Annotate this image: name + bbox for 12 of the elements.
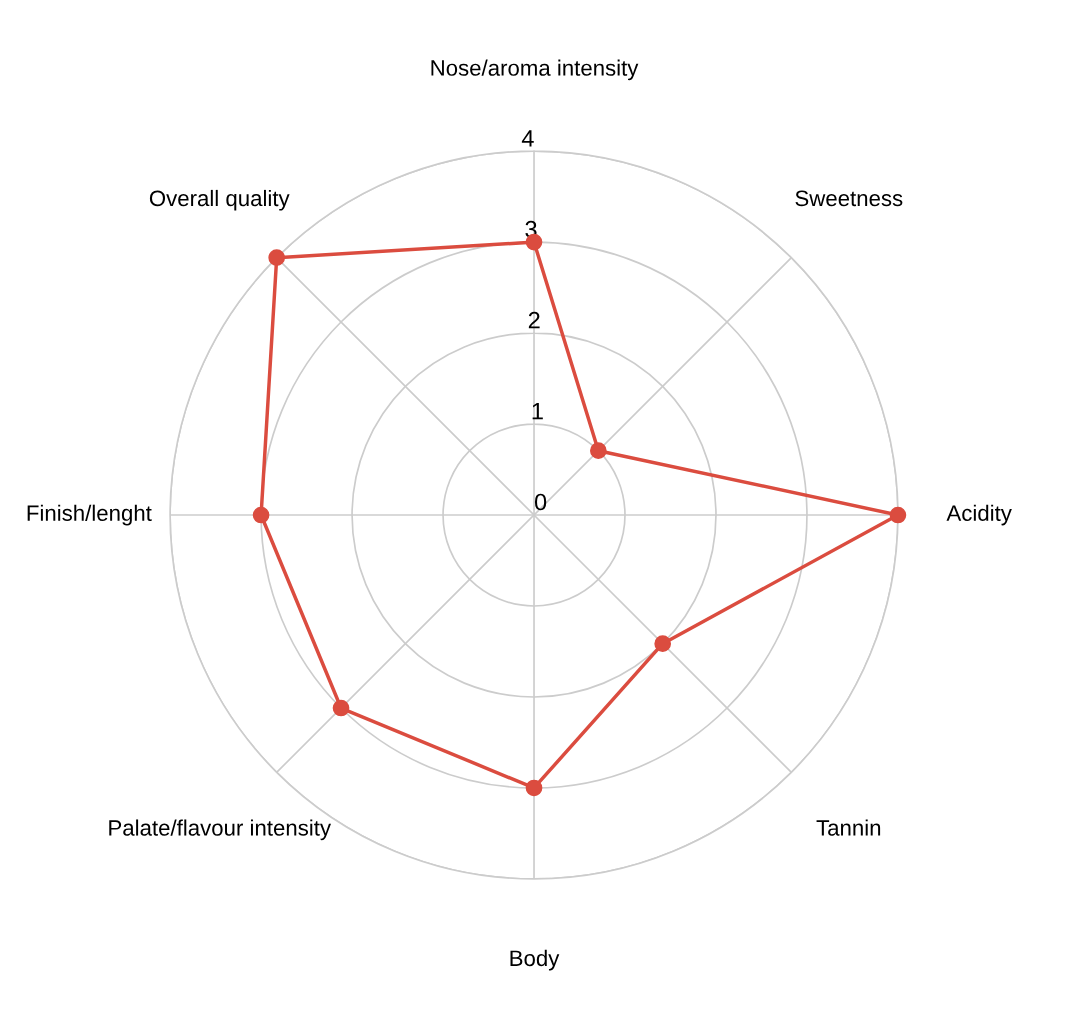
spoke-label: Palate/flavour intensity: [109, 819, 331, 841]
y-tick-label: 0: [534, 493, 547, 511]
y-tick-label: 4: [521, 130, 534, 147]
spoke-label: Overall quality: [149, 189, 290, 211]
spoke-label: Acidity: [946, 504, 1012, 526]
spoke-label: Finish/lenght: [27, 504, 152, 526]
y-tick-label: 2: [528, 311, 540, 329]
spoke-label: Sweetness: [795, 190, 903, 207]
spoke-label: Body: [510, 949, 560, 971]
spoke-label: Tannin: [816, 819, 881, 836]
spoke-label: Nose/aroma intensity: [431, 59, 639, 81]
y-tick-label: 1: [532, 402, 543, 420]
